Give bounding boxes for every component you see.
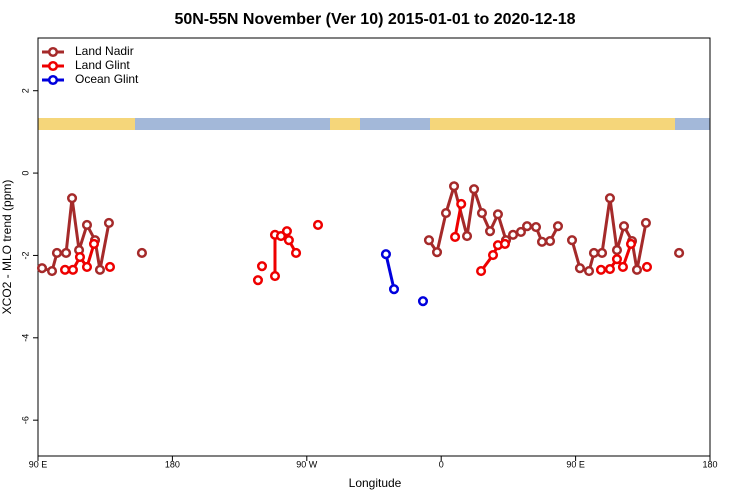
point: [290, 247, 302, 259]
strip-ocean: [135, 118, 330, 130]
y-tick-label: -2: [20, 251, 30, 259]
point: [283, 235, 294, 246]
legend-label: Ocean Glint: [75, 72, 139, 86]
point: [450, 231, 461, 242]
point: [552, 221, 564, 232]
x-tick-label: 90 W: [296, 459, 318, 469]
point: [456, 198, 467, 210]
point: [492, 209, 503, 220]
point: [618, 221, 630, 232]
point: [515, 226, 526, 238]
point: [59, 264, 71, 275]
x-tick-label: 180: [165, 459, 180, 469]
chart-title: 50N-55N November (Ver 10) 2015-01-01 to …: [174, 11, 575, 28]
y-tick-label: 2: [20, 88, 30, 93]
point: [88, 238, 100, 249]
point: [269, 270, 281, 282]
point: [423, 235, 435, 246]
point: [484, 226, 496, 237]
point: [583, 266, 595, 277]
strip-ocean: [675, 118, 710, 130]
point: [476, 266, 487, 277]
point: [604, 263, 615, 275]
point: [252, 275, 264, 286]
point: [104, 261, 116, 273]
point: [476, 207, 488, 219]
point: [388, 284, 400, 295]
point: [46, 266, 58, 277]
point: [566, 235, 578, 246]
plot-frame: [37, 37, 711, 457]
x-tick-label: 90 E: [29, 459, 48, 469]
point: [625, 238, 637, 249]
point: [103, 217, 114, 228]
legend-marker: [47, 74, 59, 86]
point: [588, 247, 600, 259]
y-tick-label: 0: [20, 171, 30, 176]
point: [604, 193, 615, 204]
point: [61, 247, 72, 259]
x-tick-label: 180: [702, 459, 717, 469]
point: [461, 231, 473, 242]
y-tick-label: -4: [20, 334, 30, 342]
point: [674, 247, 685, 259]
point: [81, 261, 93, 273]
x-tick-label: 90 E: [566, 459, 585, 469]
point: [380, 249, 391, 260]
point: [499, 238, 511, 249]
point: [487, 249, 499, 261]
point: [611, 254, 623, 265]
legend-label: Land Nadir: [75, 44, 134, 58]
point: [94, 264, 106, 275]
point: [536, 236, 548, 247]
strip-ocean: [360, 118, 430, 130]
point: [530, 221, 542, 233]
x-axis-label: Longitude: [349, 476, 402, 490]
legend-marker: [47, 60, 59, 72]
point: [522, 221, 533, 232]
point: [631, 264, 643, 275]
point: [431, 247, 443, 258]
point: [440, 207, 452, 219]
series-line: [386, 254, 423, 301]
point: [640, 217, 651, 228]
series-line: [65, 204, 647, 276]
point: [596, 247, 608, 259]
point: [67, 264, 78, 275]
point: [617, 261, 628, 273]
point: [641, 261, 653, 273]
point: [574, 263, 585, 274]
point: [74, 252, 86, 263]
point: [136, 247, 147, 259]
point: [507, 229, 519, 240]
point: [66, 193, 78, 204]
point: [448, 181, 460, 192]
point: [51, 247, 63, 259]
point: [611, 245, 623, 256]
point: [256, 261, 268, 272]
point: [595, 264, 607, 275]
y-tick-label: -6: [20, 416, 30, 424]
x-tick-label: 0: [439, 459, 444, 469]
land-ocean-strip: [38, 118, 710, 130]
point: [275, 231, 287, 242]
point: [545, 235, 556, 247]
point: [36, 263, 48, 274]
y-axis-label: XCO2 - MLO trend (ppm): [0, 180, 14, 315]
point: [417, 296, 429, 307]
point: [469, 184, 480, 195]
point: [312, 219, 324, 231]
legend-label: Land Glint: [75, 58, 130, 72]
series-line: [42, 186, 679, 271]
point: [81, 219, 93, 231]
legend-marker: [47, 46, 59, 58]
point: [281, 226, 292, 237]
